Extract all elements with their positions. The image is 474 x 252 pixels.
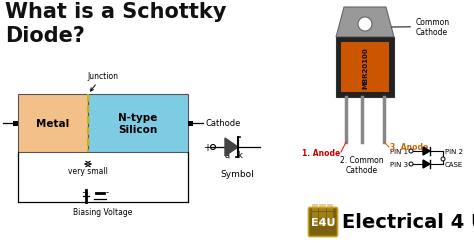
Bar [18,94,88,152]
Bar [327,212,334,218]
Text: N-type
Silicon: N-type Silicon [118,113,158,134]
Text: PIN 2: PIN 2 [445,148,463,154]
Text: Diode?: Diode? [5,26,85,46]
Text: CASE: CASE [445,161,463,167]
Bar [319,219,326,226]
Text: 3. Anode: 3. Anode [390,143,428,152]
Bar [312,212,319,218]
Text: Symbol: Symbol [220,169,254,178]
Text: 1. Anode: 1. Anode [302,148,340,157]
Circle shape [358,18,372,32]
Text: Junction: Junction [88,72,118,92]
Bar [312,219,319,226]
Polygon shape [225,138,238,156]
Bar [88,94,188,152]
Bar [312,204,319,211]
Bar [327,219,334,226]
Text: Metal: Metal [36,118,70,129]
Text: E4U: E4U [311,217,335,227]
Polygon shape [336,38,394,98]
Text: Common
Cathode: Common Cathode [392,18,450,37]
Text: +: + [82,187,89,196]
Bar [341,43,389,93]
Polygon shape [423,147,430,155]
Text: +: + [203,142,211,152]
Polygon shape [423,160,430,168]
Text: Electrical 4 U: Electrical 4 U [342,213,474,232]
Bar [319,204,326,211]
Bar [319,212,326,218]
Text: MBR20100: MBR20100 [362,47,368,88]
Bar [13,121,18,126]
Text: -: - [106,187,109,196]
Text: k: k [237,150,242,159]
Text: What is a Schottky: What is a Schottky [5,2,227,22]
Circle shape [409,162,413,166]
Circle shape [441,158,445,161]
Text: a: a [224,150,229,159]
Text: 2. Common
Cathode: 2. Common Cathode [340,155,384,175]
Text: Cathode: Cathode [206,119,241,128]
Text: Biasing Voltage: Biasing Voltage [73,207,133,216]
Text: PIN 1: PIN 1 [390,148,408,154]
FancyBboxPatch shape [309,208,337,237]
Text: PIN 3: PIN 3 [390,161,408,167]
Text: very small: very small [68,166,108,175]
Bar [327,204,334,211]
Polygon shape [336,8,394,38]
Bar [188,121,193,126]
Circle shape [409,149,413,153]
